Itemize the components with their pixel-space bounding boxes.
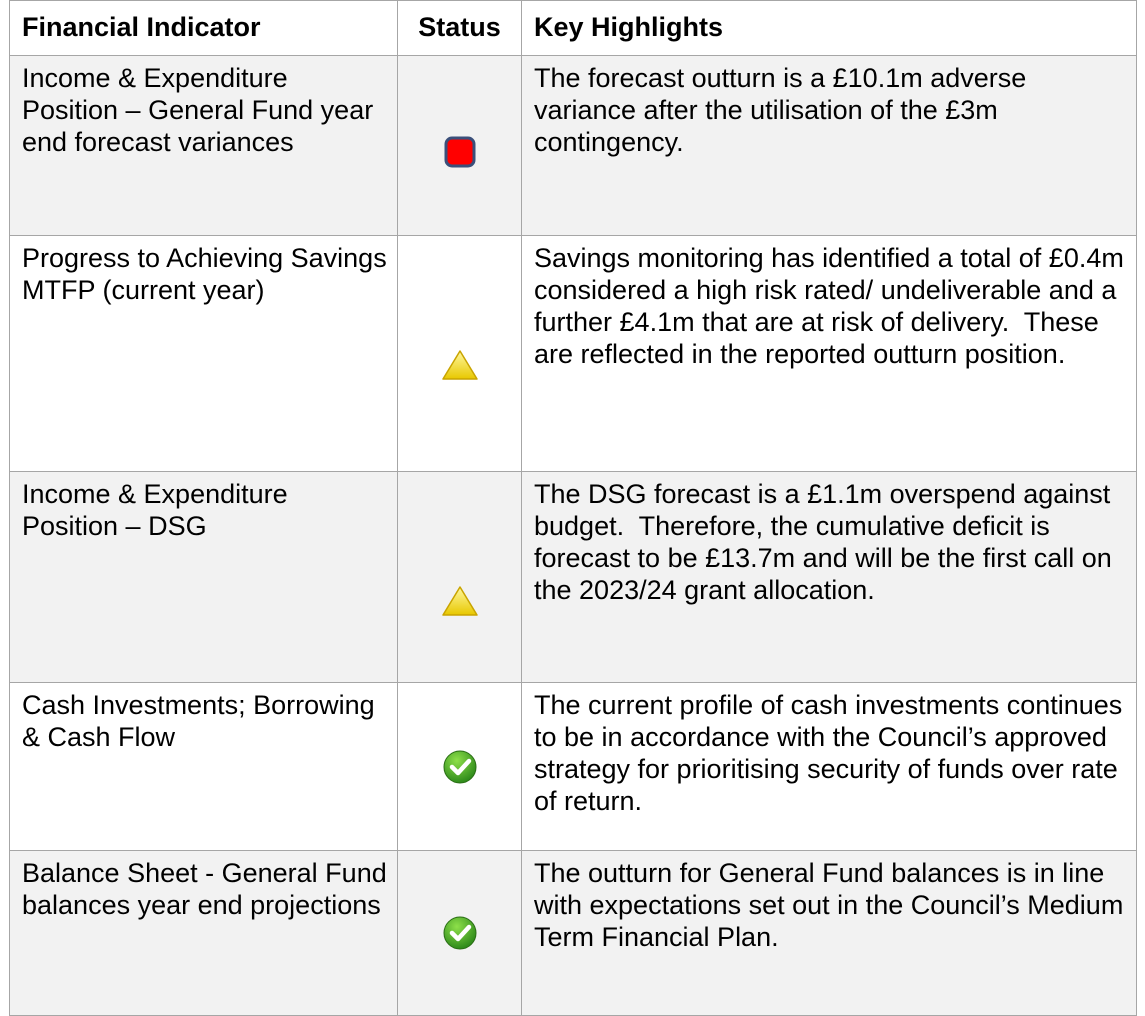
row: Balance Sheet - General Fund balances ye… — [9, 850, 1137, 1016]
status — [397, 850, 522, 1016]
indicator: Income & Expenditure Position – DSG — [9, 471, 398, 683]
highlight: The current profile of cash investments … — [521, 682, 1137, 851]
row: Income & Expenditure Position – General … — [9, 55, 1137, 236]
header-row: Financial Indicator Status Key Highlight… — [9, 0, 1137, 56]
status — [397, 55, 522, 236]
highlight: The outturn for General Fund balances is… — [521, 850, 1137, 1016]
indicator: Income & Expenditure Position – General … — [9, 55, 398, 236]
row: Income & Expenditure Position – DSG The … — [9, 471, 1137, 683]
indicator: Progress to Achieving Savings MTFP (curr… — [9, 235, 398, 472]
amber-status-icon — [441, 586, 478, 616]
page: Financial Indicator Status Key Highlight… — [9, 0, 1137, 1016]
status — [397, 471, 522, 683]
green-status-icon — [443, 750, 476, 783]
header-cell: Financial Indicator — [9, 0, 398, 56]
highlight: Savings monitoring has identified a tota… — [521, 235, 1137, 472]
row: Progress to Achieving Savings MTFP (curr… — [9, 235, 1137, 472]
indicator: Cash Investments; Borrowing & Cash Flow — [9, 682, 398, 851]
status — [397, 235, 522, 472]
green-status-icon — [443, 916, 476, 950]
indicator: Balance Sheet - General Fund balances ye… — [9, 850, 398, 1016]
row: Cash Investments; Borrowing & Cash Flow … — [9, 682, 1137, 851]
highlight: The DSG forecast is a £1.1m overspend ag… — [521, 471, 1137, 683]
highlight: The forecast outturn is a £10.1m adverse… — [521, 55, 1137, 236]
header-cell: Key Highlights — [521, 0, 1137, 56]
header-cell: Status — [397, 0, 522, 56]
amber-status-icon — [441, 350, 478, 380]
financial-table: Financial Indicator Status Key Highlight… — [9, 0, 1137, 1016]
status — [397, 682, 522, 851]
red-status-icon — [444, 136, 475, 168]
